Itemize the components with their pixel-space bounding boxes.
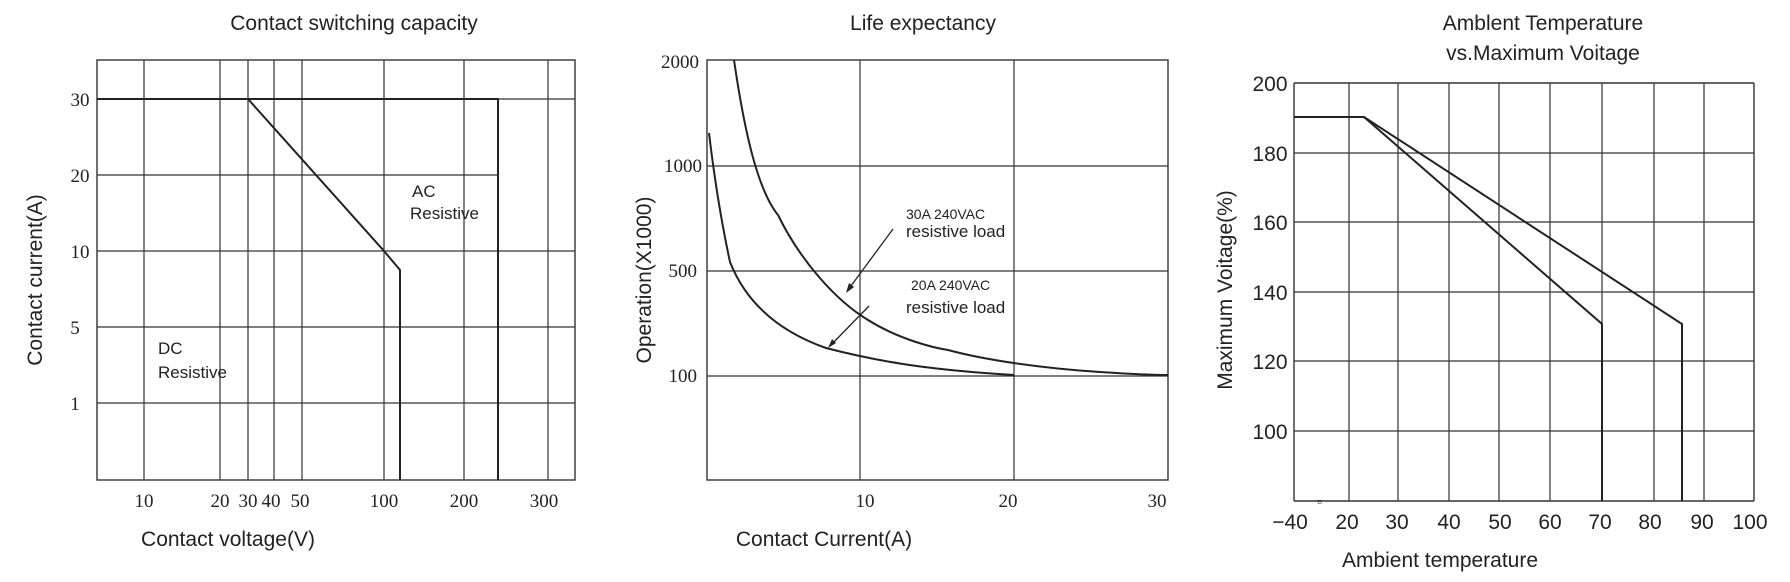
chart3-xtick: 90	[1690, 511, 1713, 534]
chart1-xtick: 200	[450, 491, 479, 512]
chart2-arrow-30a	[847, 228, 894, 291]
chart3-xtick: 30	[1385, 511, 1408, 534]
chart3-xtick: 50	[1488, 511, 1511, 534]
chart2-annotation-20a-line2: resistive load	[906, 298, 1005, 317]
chart3-xtick: 20	[1335, 511, 1358, 534]
chart2-xtick: 20	[999, 491, 1018, 512]
chart2-series-20a	[708, 132, 1015, 376]
chart2-title: Life expectancy	[850, 12, 996, 35]
chart1-xtick: 40	[262, 491, 281, 512]
chart3-axis-mark: ▫	[1317, 493, 1322, 509]
chart1-ytick: 5	[70, 318, 80, 339]
chart3-title: Amblent Temperature	[1443, 12, 1643, 35]
chart3-series-outer	[1294, 116, 1683, 501]
chart2-ytick: 1000	[664, 156, 702, 177]
chart3-xtick: 40	[1437, 511, 1460, 534]
chart3-subtitle: vs.Maximum Voitage	[1446, 42, 1640, 65]
chart2-annotation-20a-line1: 20A 240VAC	[911, 277, 990, 293]
chart1-xtick: 100	[370, 491, 399, 512]
chart1-series-ac	[97, 98, 499, 480]
chart1-xtick: 300	[530, 491, 559, 512]
chart3-ytick: 180	[1252, 143, 1287, 166]
chart-life-expectancy: Life expectancy 30A 240VAC resistive loa…	[633, 12, 1169, 551]
chart2-arrowhead-30a	[846, 283, 854, 293]
chart1-title: Contact switching capacity	[230, 12, 478, 35]
chart3-series-inner	[1294, 116, 1603, 501]
chart2-ytick: 2000	[661, 52, 699, 73]
chart3-ytick: 140	[1252, 282, 1287, 305]
chart3-xtick: −40	[1272, 511, 1308, 534]
chart1-ytick: 30	[71, 90, 90, 111]
chart1-annotation-dc-line1: DC	[158, 339, 183, 358]
chart2-xtick: 30	[1148, 491, 1167, 512]
chart-contact-switching-capacity: Contact switching capacity 10 20 30 40 5…	[24, 12, 576, 551]
chart1-annotation-ac-line2: Resistive	[410, 204, 479, 223]
chart2-ytick: 500	[669, 261, 698, 282]
chart2-xtick: 10	[856, 491, 875, 512]
chart2-arrowhead-20a	[828, 339, 836, 348]
chart3-xlabel: Ambient temperature	[1342, 549, 1538, 572]
chart3-xtick: 70	[1588, 511, 1611, 534]
chart2-arrow-20a	[829, 305, 870, 347]
chart1-xtick: 30	[239, 491, 258, 512]
chart1-ytick: 1	[70, 394, 80, 415]
chart3-ytick: 160	[1252, 212, 1287, 235]
chart2-ytick: 100	[669, 366, 698, 387]
chart1-annotation-ac-line1: AC	[412, 182, 436, 201]
chart1-annotation-dc-line2: Resistive	[158, 363, 227, 382]
chart1-ytick: 10	[71, 242, 90, 263]
chart2-annotation-30a-line1: 30A 240VAC	[906, 206, 985, 222]
chart2-series-30a	[733, 59, 1169, 376]
chart1-frame	[96, 59, 576, 481]
chart3-xtick: 80	[1638, 511, 1661, 534]
chart1-xlabel: Contact voltage(V)	[141, 528, 315, 551]
chart3-ytick: 120	[1252, 351, 1287, 374]
chart1-ylabel: Contact current(A)	[24, 194, 47, 366]
chart2-ylabel: Operation(X1000)	[633, 197, 656, 364]
chart3-xtick: 60	[1538, 511, 1561, 534]
chart3-ylabel: Maximum Voitage(%)	[1214, 190, 1237, 390]
chart1-xtick: 20	[211, 491, 230, 512]
chart3-xtick: 100	[1732, 511, 1767, 534]
chart1-xtick: 50	[291, 491, 310, 512]
chart1-ytick: 20	[71, 166, 90, 187]
chart2-frame	[706, 59, 1169, 481]
chart3-ytick: 100	[1252, 421, 1287, 444]
chart1-series-dc	[97, 98, 401, 480]
chart2-xlabel: Contact Current(A)	[736, 528, 912, 551]
chart-ambient-temperature: Amblent Temperature vs.Maximum Voitage ▫…	[1214, 12, 1768, 572]
chart3-ytick: 200	[1252, 73, 1287, 96]
chart2-annotation-30a-line2: resistive load	[906, 222, 1005, 241]
chart1-xtick: 10	[135, 491, 154, 512]
